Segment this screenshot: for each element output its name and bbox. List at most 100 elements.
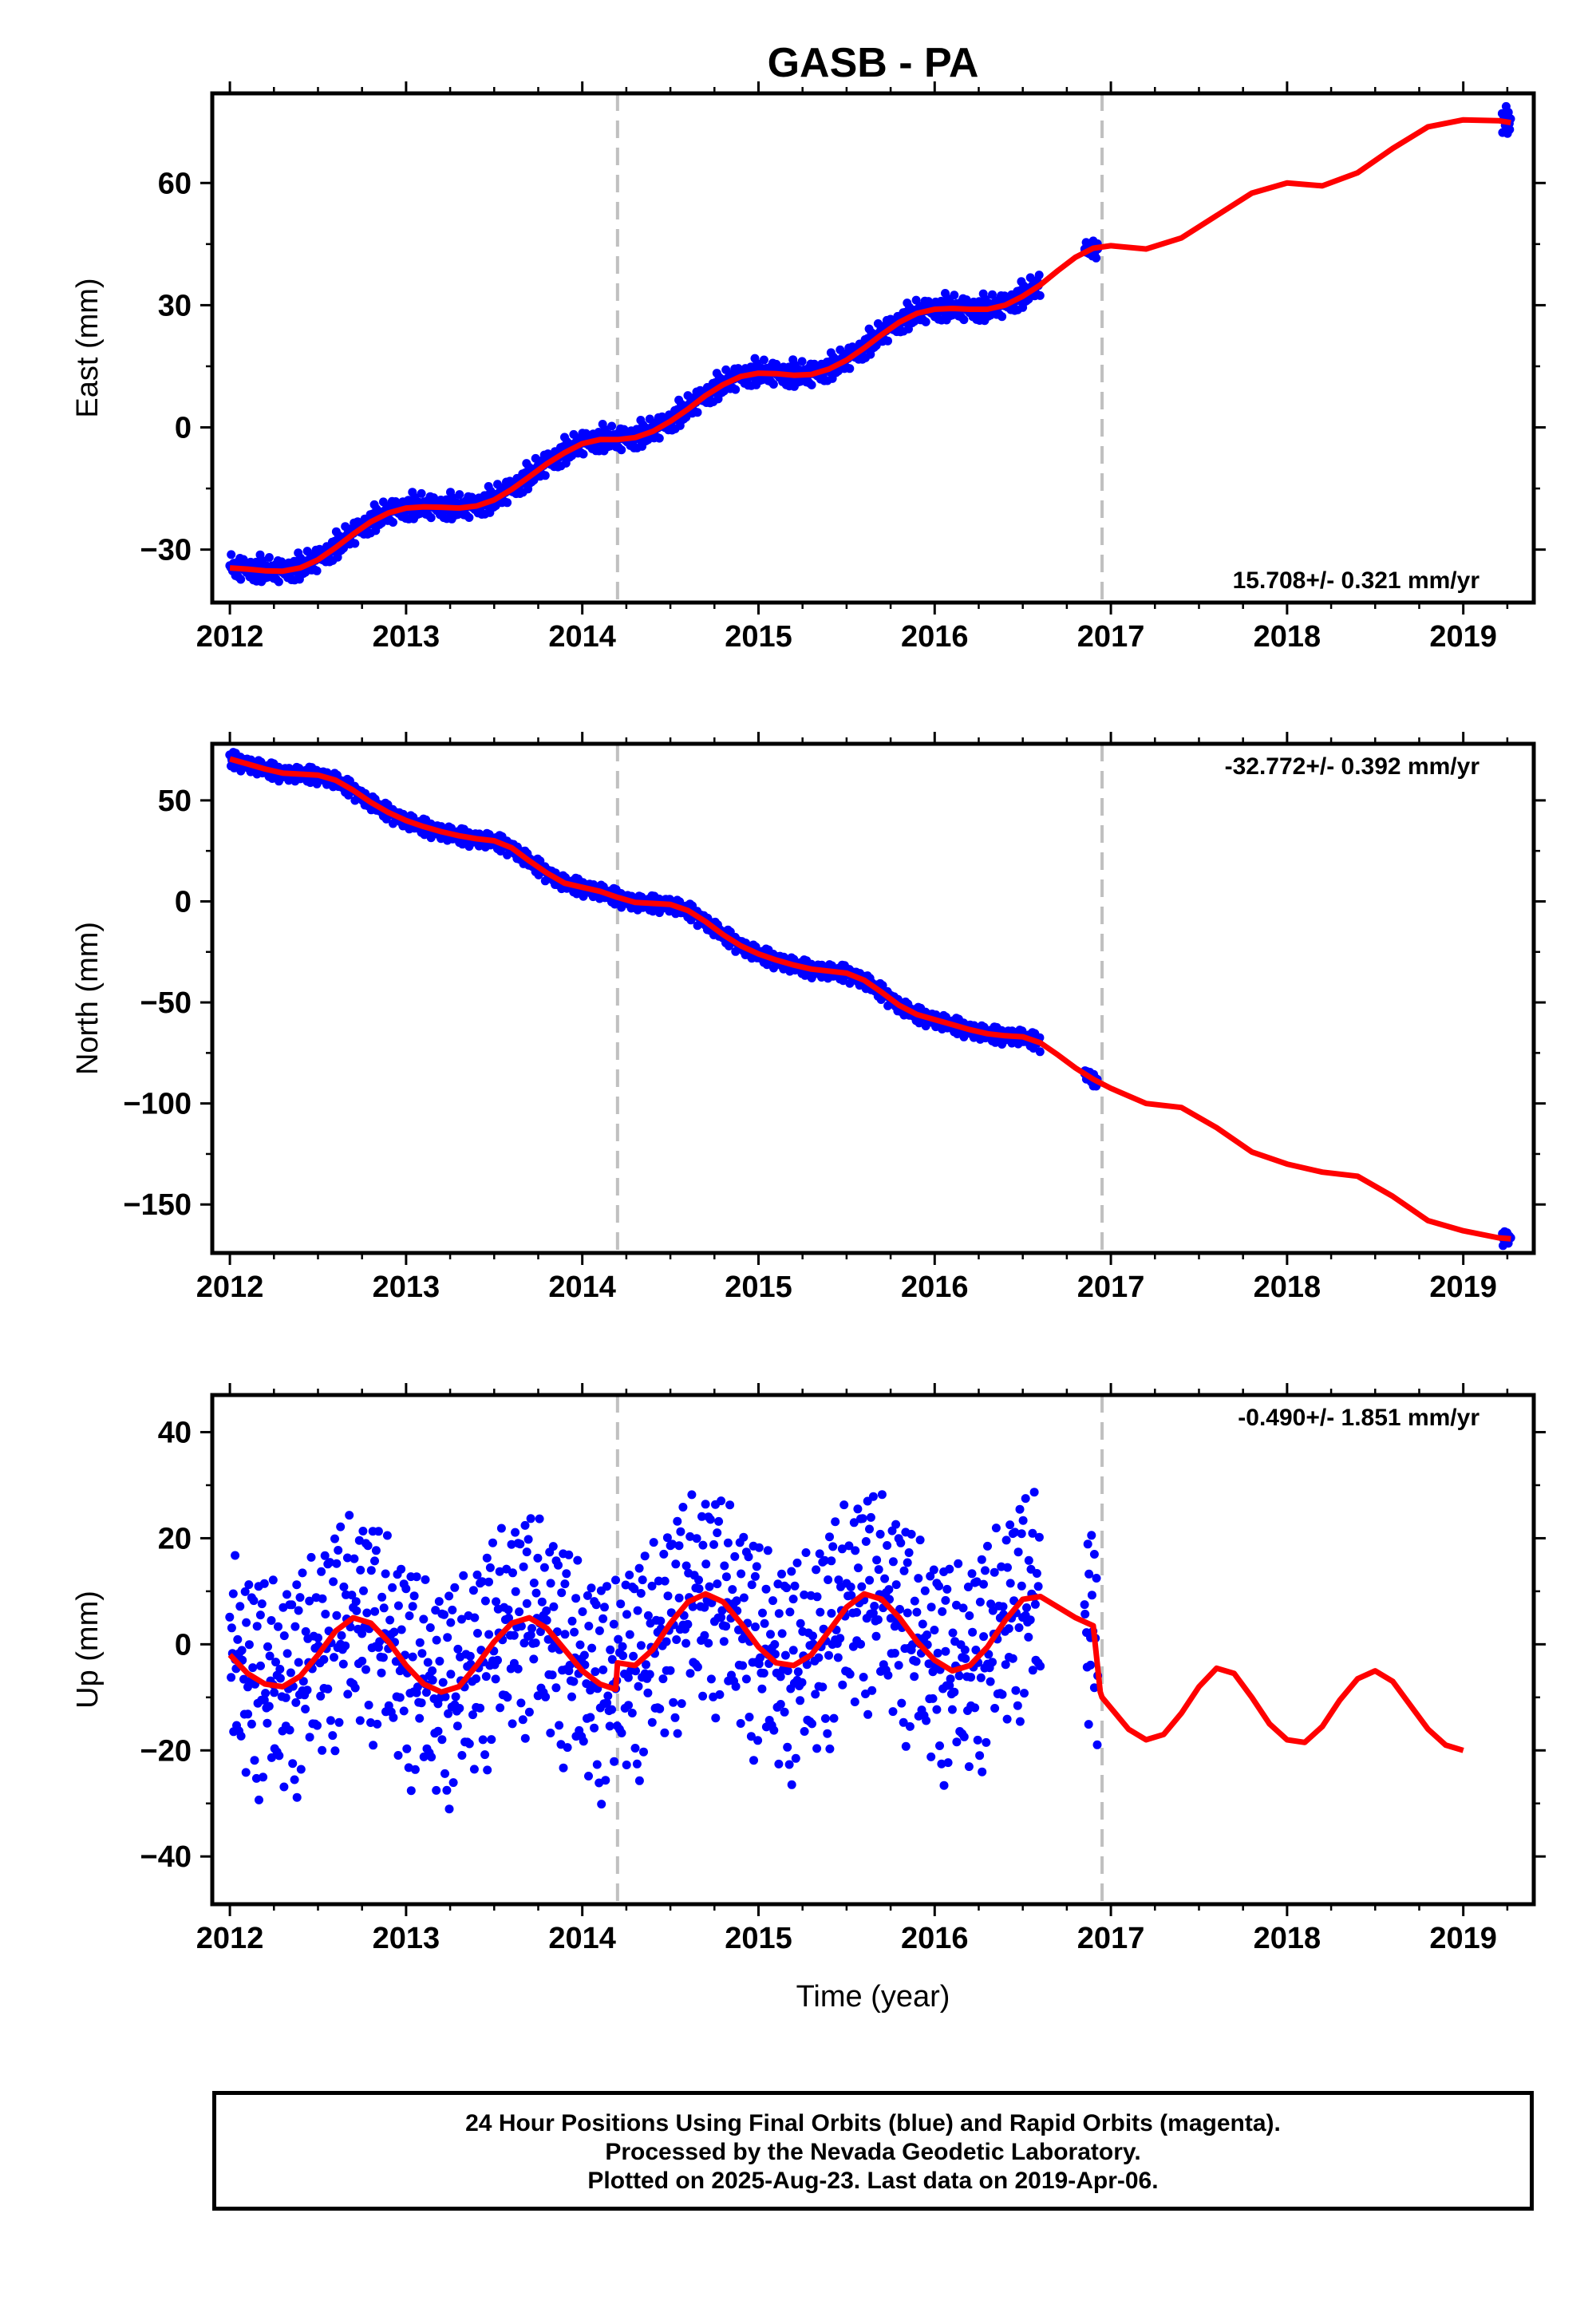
data-point bbox=[802, 1660, 812, 1670]
data-point bbox=[1029, 1488, 1039, 1497]
data-point bbox=[941, 1646, 950, 1656]
data-point bbox=[785, 1607, 795, 1617]
data-point bbox=[645, 1670, 654, 1679]
data-point bbox=[911, 1657, 921, 1666]
data-point bbox=[939, 1780, 949, 1790]
data-point bbox=[704, 1638, 713, 1648]
data-point bbox=[942, 1584, 952, 1594]
data-point bbox=[598, 1665, 608, 1674]
rate-annotation: 15.708+/- 0.321 mm/yr bbox=[1233, 567, 1480, 594]
data-point bbox=[389, 518, 397, 527]
data-point bbox=[602, 1698, 612, 1708]
data-point bbox=[433, 1726, 443, 1736]
data-point bbox=[948, 1628, 958, 1638]
data-point bbox=[784, 1760, 794, 1769]
data-point bbox=[483, 1765, 492, 1775]
x-tick-label: 2014 bbox=[548, 1922, 616, 1955]
data-point bbox=[713, 1579, 722, 1589]
data-point bbox=[700, 1603, 709, 1612]
data-point bbox=[871, 1631, 881, 1641]
data-point bbox=[496, 1524, 506, 1533]
data-point bbox=[504, 1605, 513, 1614]
x-tick-label: 2015 bbox=[725, 1271, 792, 1304]
data-point bbox=[319, 1654, 329, 1664]
data-point bbox=[717, 1606, 727, 1615]
x-tick-label: 2017 bbox=[1077, 1271, 1145, 1304]
data-point bbox=[419, 1614, 429, 1624]
data-point bbox=[901, 1741, 911, 1751]
data-point bbox=[237, 1646, 247, 1655]
data-point bbox=[1033, 1582, 1043, 1591]
data-point bbox=[976, 1673, 986, 1682]
data-point bbox=[711, 1713, 721, 1723]
data-point bbox=[453, 1644, 463, 1654]
x-tick-label: 2014 bbox=[548, 1271, 616, 1304]
data-point bbox=[565, 1661, 575, 1670]
data-point bbox=[338, 1659, 348, 1669]
data-point bbox=[845, 1670, 855, 1679]
data-point bbox=[294, 1658, 303, 1667]
data-point bbox=[225, 1612, 235, 1622]
data-point bbox=[350, 1554, 359, 1563]
data-point bbox=[274, 1622, 282, 1631]
data-point bbox=[725, 1500, 735, 1510]
data-point bbox=[279, 1782, 289, 1792]
data-point bbox=[263, 1718, 272, 1728]
plot-frame bbox=[210, 1393, 1536, 1907]
data-point bbox=[235, 1602, 245, 1611]
data-point bbox=[236, 575, 246, 584]
data-point bbox=[847, 1591, 856, 1600]
data-point bbox=[250, 1756, 259, 1765]
data-point bbox=[1505, 0, 1514, 5]
data-point bbox=[947, 1705, 957, 1714]
data-point bbox=[647, 1717, 657, 1727]
data-point bbox=[369, 1741, 378, 1750]
data-point bbox=[859, 1673, 868, 1682]
data-point bbox=[807, 380, 816, 389]
footer-line-2: Processed by the Nevada Geodetic Laborat… bbox=[605, 2139, 1141, 2165]
data-point bbox=[1089, 1683, 1099, 1693]
footer-box: 24 Hour Positions Using Final Orbits (bl… bbox=[212, 2091, 1534, 2211]
data-point bbox=[950, 290, 959, 300]
data-point bbox=[1502, 0, 1511, 5]
data-point bbox=[1022, 1603, 1031, 1612]
data-point bbox=[875, 1529, 885, 1539]
data-point bbox=[342, 1553, 352, 1563]
data-point bbox=[831, 1517, 840, 1527]
data-point bbox=[302, 1686, 312, 1695]
data-point bbox=[371, 1546, 381, 1555]
data-point bbox=[967, 1569, 977, 1579]
data-point bbox=[539, 1563, 549, 1572]
data-point bbox=[508, 1568, 517, 1578]
data-point bbox=[305, 1596, 314, 1606]
data-point bbox=[861, 1690, 870, 1698]
data-point bbox=[746, 1732, 756, 1741]
data-point bbox=[259, 1579, 269, 1588]
data-point bbox=[468, 1586, 478, 1595]
data-point bbox=[487, 1735, 496, 1745]
data-point bbox=[1089, 1550, 1099, 1559]
data-point bbox=[693, 408, 702, 417]
data-point bbox=[867, 1686, 877, 1695]
x-tick-label: 2014 bbox=[548, 620, 616, 654]
data-point bbox=[1505, 124, 1515, 134]
data-point bbox=[705, 1515, 715, 1524]
data-point bbox=[633, 1606, 642, 1615]
data-point bbox=[1035, 1047, 1045, 1057]
data-point bbox=[569, 1677, 579, 1686]
data-point bbox=[972, 1577, 982, 1587]
data-point bbox=[579, 449, 588, 459]
data-point bbox=[946, 1674, 955, 1684]
data-point bbox=[904, 1548, 914, 1557]
data-point bbox=[294, 1606, 303, 1615]
data-point bbox=[1008, 1654, 1017, 1663]
data-point bbox=[417, 1698, 426, 1708]
data-point bbox=[332, 1559, 342, 1568]
data-point bbox=[492, 1597, 501, 1607]
data-point bbox=[625, 1571, 634, 1579]
data-points bbox=[225, 0, 1514, 1814]
data-point bbox=[518, 1715, 527, 1725]
data-point bbox=[480, 1596, 490, 1606]
data-point bbox=[444, 1804, 454, 1814]
data-point bbox=[256, 1661, 265, 1670]
